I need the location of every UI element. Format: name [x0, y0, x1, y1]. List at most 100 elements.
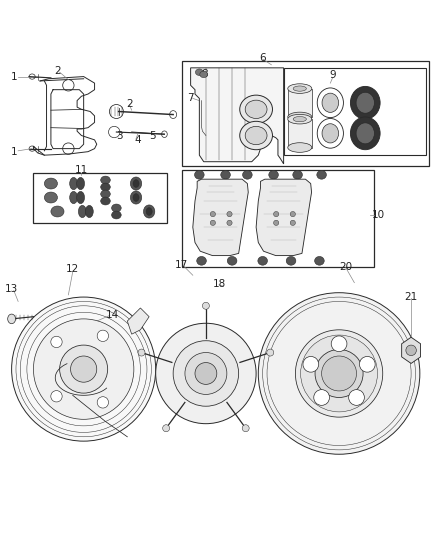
Text: 11: 11	[75, 165, 88, 175]
Circle shape	[360, 357, 375, 372]
Ellipse shape	[85, 205, 93, 217]
Circle shape	[274, 220, 279, 225]
Ellipse shape	[322, 93, 339, 112]
Ellipse shape	[101, 197, 110, 205]
Text: 1: 1	[11, 71, 17, 82]
Circle shape	[290, 212, 295, 217]
Bar	[288, 88, 312, 117]
Ellipse shape	[195, 69, 203, 76]
Ellipse shape	[240, 122, 272, 150]
Ellipse shape	[78, 205, 86, 217]
Bar	[33, 173, 166, 223]
Ellipse shape	[293, 86, 306, 91]
Circle shape	[109, 126, 120, 138]
Circle shape	[295, 330, 383, 417]
Circle shape	[51, 391, 62, 402]
Text: 4: 4	[134, 135, 141, 145]
Ellipse shape	[317, 88, 343, 118]
Circle shape	[321, 356, 357, 391]
Circle shape	[227, 220, 232, 225]
Ellipse shape	[322, 124, 339, 143]
Ellipse shape	[112, 211, 121, 219]
Circle shape	[300, 335, 378, 412]
Circle shape	[210, 220, 215, 225]
Text: 8: 8	[202, 69, 208, 78]
Ellipse shape	[70, 177, 78, 190]
Ellipse shape	[286, 256, 296, 265]
Circle shape	[173, 341, 239, 406]
Ellipse shape	[288, 115, 312, 124]
Text: 13: 13	[5, 284, 18, 294]
Ellipse shape	[242, 425, 249, 432]
Circle shape	[349, 390, 364, 406]
Ellipse shape	[221, 171, 230, 179]
Ellipse shape	[101, 183, 110, 191]
Ellipse shape	[288, 143, 312, 152]
Ellipse shape	[317, 118, 343, 148]
Ellipse shape	[200, 71, 208, 78]
Ellipse shape	[77, 191, 85, 204]
Circle shape	[71, 356, 97, 382]
Ellipse shape	[101, 176, 110, 184]
Ellipse shape	[269, 171, 279, 179]
Ellipse shape	[194, 171, 204, 179]
Circle shape	[97, 330, 109, 342]
Ellipse shape	[317, 171, 326, 179]
Circle shape	[331, 336, 347, 352]
Text: 10: 10	[372, 211, 385, 221]
Circle shape	[33, 319, 134, 419]
Ellipse shape	[170, 111, 177, 118]
Ellipse shape	[131, 191, 142, 204]
Text: 5: 5	[149, 132, 156, 141]
Ellipse shape	[350, 86, 380, 119]
Ellipse shape	[245, 126, 267, 144]
Ellipse shape	[243, 171, 252, 179]
Ellipse shape	[70, 191, 78, 204]
Circle shape	[60, 345, 108, 393]
Circle shape	[258, 293, 420, 454]
Ellipse shape	[258, 256, 268, 265]
Polygon shape	[402, 337, 420, 364]
Text: 1: 1	[11, 147, 17, 157]
Polygon shape	[193, 179, 248, 256]
Ellipse shape	[44, 178, 57, 189]
Ellipse shape	[288, 84, 312, 93]
Polygon shape	[191, 68, 284, 164]
Circle shape	[51, 336, 62, 348]
Ellipse shape	[293, 117, 306, 122]
Polygon shape	[256, 179, 311, 256]
Ellipse shape	[8, 314, 15, 324]
Ellipse shape	[245, 100, 267, 118]
Circle shape	[274, 212, 279, 217]
Text: 6: 6	[259, 53, 266, 63]
Ellipse shape	[314, 256, 324, 265]
Text: 12: 12	[66, 264, 79, 273]
Circle shape	[227, 212, 232, 217]
Text: 14: 14	[106, 310, 119, 320]
Bar	[285, 68, 426, 155]
Ellipse shape	[162, 425, 170, 432]
Text: 2: 2	[126, 99, 133, 109]
Circle shape	[195, 362, 217, 384]
Ellipse shape	[44, 192, 57, 203]
Circle shape	[12, 297, 155, 441]
Ellipse shape	[133, 193, 139, 201]
Ellipse shape	[227, 256, 237, 265]
Ellipse shape	[288, 112, 312, 122]
Text: 7: 7	[187, 93, 194, 103]
Ellipse shape	[101, 190, 110, 198]
Ellipse shape	[197, 256, 206, 265]
Circle shape	[303, 357, 319, 372]
Circle shape	[155, 323, 256, 424]
Text: 21: 21	[404, 292, 418, 302]
Bar	[288, 119, 312, 148]
Ellipse shape	[350, 117, 380, 150]
Text: 9: 9	[329, 70, 336, 80]
Ellipse shape	[131, 177, 142, 190]
Circle shape	[110, 104, 124, 118]
Text: 2: 2	[54, 66, 61, 76]
Polygon shape	[127, 308, 149, 334]
Ellipse shape	[356, 92, 374, 113]
Ellipse shape	[133, 180, 139, 188]
Ellipse shape	[240, 95, 272, 124]
